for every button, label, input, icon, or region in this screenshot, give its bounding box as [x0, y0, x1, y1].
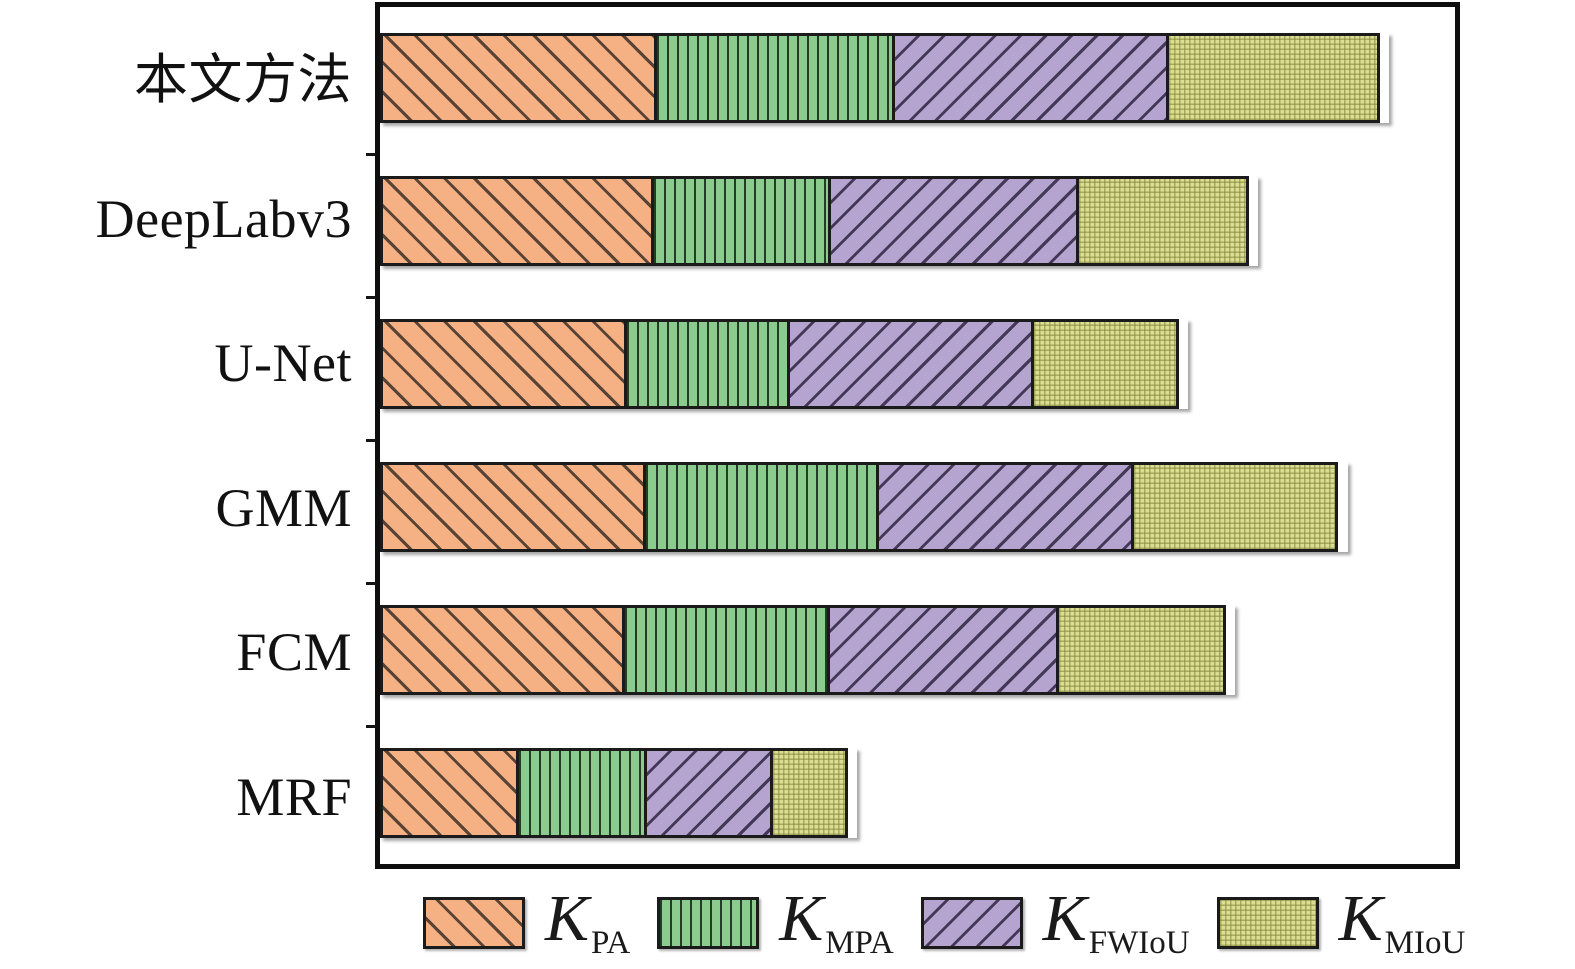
legend-subscript-kmpa: MPA — [825, 925, 894, 961]
category-label-5: MRF — [236, 766, 352, 827]
legend-item-kfwiou: KFWIoU — [920, 886, 1190, 960]
bar-segment-kmiou-5 — [769, 747, 849, 838]
category-label-3: GMM — [215, 477, 352, 538]
category-label-4: FCM — [236, 622, 352, 683]
legend-swatch-kpa-icon — [423, 897, 525, 949]
bar-segment-kmpa-2 — [624, 319, 790, 410]
bar-segment-kpa-5 — [380, 747, 519, 838]
legend-swatch-kmiou-icon — [1216, 897, 1319, 949]
bar-segment-kmpa-0 — [654, 33, 896, 124]
legend: KPA KMPA KFWIoU KMIoU — [423, 886, 1465, 960]
bar-segment-kpa-1 — [380, 176, 655, 267]
legend-swatch-kmpa-icon — [657, 897, 760, 949]
bar-segment-kmiou-2 — [1031, 319, 1180, 410]
category-label-1: DeepLabv3 — [95, 188, 352, 249]
bar-segment-kfwiou-3 — [876, 461, 1135, 552]
bar-segment-kfwiou-4 — [826, 604, 1059, 695]
legend-subscript-kfwiou: FWIoU — [1088, 925, 1190, 961]
bar-segment-kmpa-4 — [622, 604, 830, 695]
bar-row-1 — [380, 150, 1455, 293]
bar-segment-kfwiou-2 — [786, 319, 1035, 410]
bar-row-2 — [380, 293, 1455, 436]
bar-segment-kmiou-3 — [1131, 461, 1339, 552]
legend-item-kpa: KPA — [423, 886, 630, 960]
legend-label-kmiou: KMIoU — [1339, 886, 1466, 960]
stacked-bar-2 — [380, 319, 1188, 410]
stacked-bar-4 — [380, 604, 1235, 695]
bar-segment-kpa-0 — [380, 33, 658, 124]
legend-subscript-kmiou: MIoU — [1384, 925, 1466, 961]
legend-symbol-kmpa: K — [779, 882, 824, 955]
bar-segment-kpa-4 — [380, 604, 626, 695]
plot-inner — [380, 7, 1455, 864]
stacked-bar-5 — [380, 747, 857, 838]
bar-segment-kfwiou-0 — [892, 33, 1170, 124]
bar-segment-kmiou-0 — [1166, 33, 1381, 124]
y-axis-tick-5 — [366, 724, 376, 728]
legend-item-kmiou: KMIoU — [1216, 886, 1466, 960]
y-axis-tick-3 — [366, 439, 376, 442]
bar-segment-kmpa-5 — [515, 747, 647, 838]
stacked-bar-1 — [380, 176, 1258, 267]
y-axis-category-labels: 本文方法 DeepLabv3 U-Net GMM FCM MRF — [0, 2, 352, 869]
legend-symbol-kfwiou: K — [1042, 882, 1087, 955]
y-axis-tick-1 — [366, 153, 376, 157]
y-axis-tick-2 — [366, 296, 376, 300]
bar-row-0 — [380, 7, 1455, 150]
bar-segment-kmiou-1 — [1076, 176, 1250, 267]
bar-segment-kmpa-1 — [651, 176, 831, 267]
y-axis-tick-4 — [366, 581, 376, 585]
category-label-0: 本文方法 — [134, 49, 352, 110]
legend-symbol-kpa: K — [545, 882, 590, 955]
bar-row-3 — [380, 435, 1455, 578]
bar-segment-kpa-3 — [380, 461, 646, 552]
bar-segment-kfwiou-5 — [643, 747, 773, 838]
legend-subscript-kpa: PA — [591, 925, 631, 961]
stacked-bar-0 — [380, 33, 1389, 124]
bar-row-4 — [380, 578, 1455, 721]
category-label-2: U-Net — [214, 333, 352, 394]
stacked-bar-3 — [380, 461, 1348, 552]
legend-label-kpa: KPA — [545, 886, 630, 960]
bar-row-5 — [380, 721, 1455, 864]
legend-item-kmpa: KMPA — [657, 886, 894, 960]
bar-segment-kmpa-3 — [642, 461, 880, 552]
bar-segment-kmiou-4 — [1055, 604, 1226, 695]
legend-symbol-kmiou: K — [1338, 882, 1383, 955]
plot-area — [366, 2, 1460, 869]
legend-label-kfwiou: KFWIoU — [1043, 886, 1190, 960]
legend-label-kmpa: KMPA — [779, 886, 894, 960]
bar-segment-kpa-2 — [380, 319, 628, 410]
bar-segment-kfwiou-1 — [827, 176, 1080, 267]
legend-swatch-kfwiou-icon — [920, 897, 1023, 949]
